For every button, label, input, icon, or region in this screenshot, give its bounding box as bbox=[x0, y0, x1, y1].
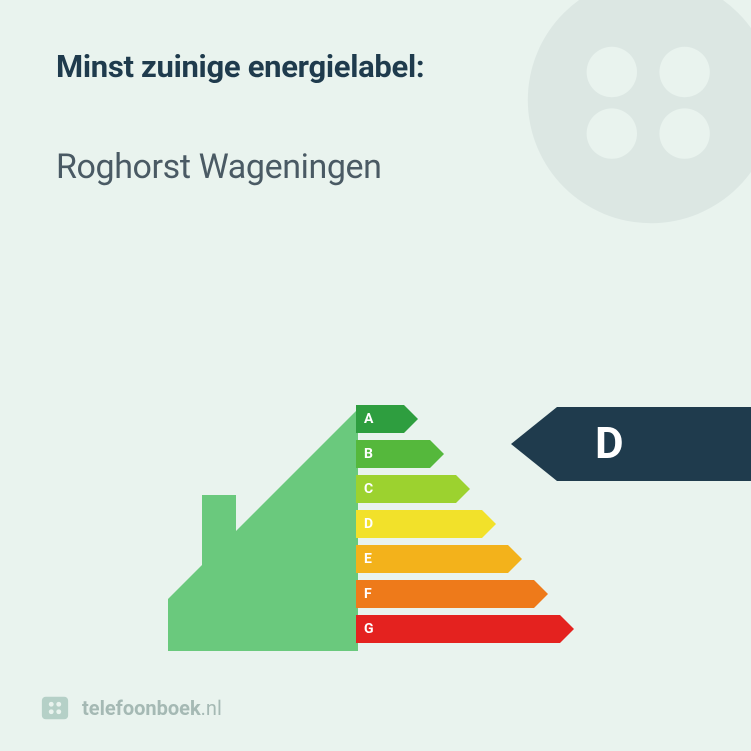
house-icon bbox=[168, 395, 358, 651]
title: Minst zuinige energielabel: bbox=[56, 48, 695, 85]
energy-bar-label: E bbox=[364, 545, 372, 573]
footer-brand-tld: .nl bbox=[201, 696, 222, 720]
footer-brand-name: telefoonboek bbox=[82, 696, 201, 720]
selected-label-letter: D bbox=[595, 407, 624, 479]
energy-bar-label: F bbox=[364, 580, 372, 608]
subtitle: Roghorst Wageningen bbox=[56, 147, 695, 187]
footer-brand: telefoonboek.nl bbox=[82, 696, 222, 720]
energy-bar-label: G bbox=[364, 615, 374, 643]
footer-logo-icon bbox=[40, 693, 70, 723]
selected-label-badge: D bbox=[511, 407, 751, 481]
energy-bar-label: A bbox=[364, 405, 373, 433]
energy-bar-label: D bbox=[364, 510, 373, 538]
energy-bar-label: B bbox=[364, 440, 373, 468]
energy-bar-label: C bbox=[364, 475, 373, 503]
footer: telefoonboek.nl bbox=[40, 693, 222, 723]
